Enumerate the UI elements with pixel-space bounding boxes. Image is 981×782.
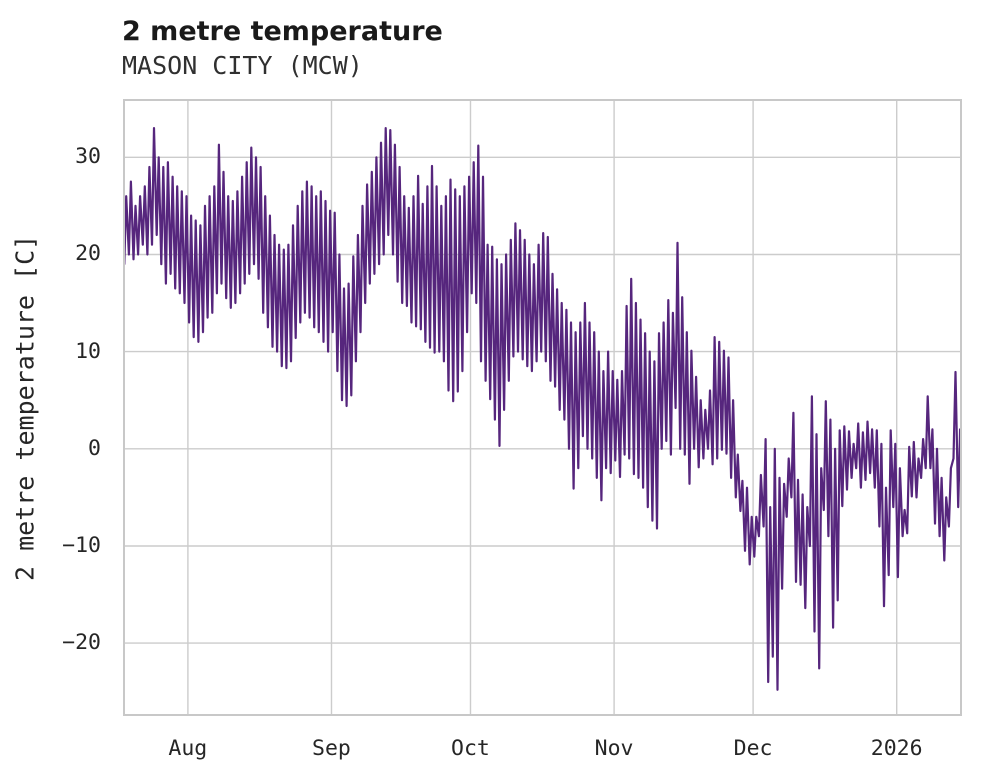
x-tick-label: Aug [168,736,208,761]
plot-area [123,99,962,716]
chart-title: 2 metre temperature [122,16,443,47]
x-tick-label: Oct [451,736,490,761]
y-tick-label: −20 [62,630,101,656]
y-axis-label: 2 metre temperature [C] [10,234,40,581]
y-tick-label: 30 [75,144,101,170]
x-tick-label: Sep [312,736,351,761]
y-tick-label: 10 [75,338,101,364]
y-tick-label: −10 [62,532,101,558]
x-tick-label: 2026 [870,736,923,761]
temperature-line [123,127,962,691]
x-tick-label: Dec [733,736,773,761]
x-tick-label: Nov [594,736,634,761]
y-tick-label: 0 [88,435,101,461]
chart-subtitle: MASON CITY (MCW) [122,51,363,80]
y-tick-label: 20 [75,241,101,267]
plot-border [123,99,962,716]
